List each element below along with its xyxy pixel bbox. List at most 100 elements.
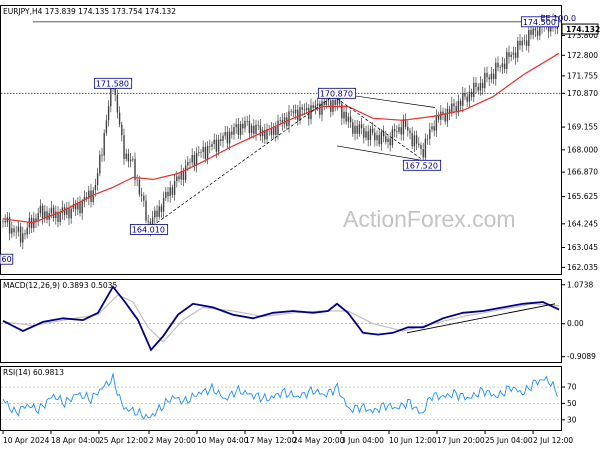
price-bar-body (105, 120, 108, 133)
price-bar-body (506, 52, 508, 69)
price-bar-body (24, 233, 26, 235)
price-bar-body (202, 147, 204, 152)
price-bar-body (107, 106, 110, 121)
price-bar-body (486, 72, 488, 78)
price-bar-body (398, 127, 400, 132)
price-bar-body (248, 121, 251, 134)
price-bar-body (22, 233, 24, 243)
swing-label: EE 100.0 (541, 14, 577, 23)
macd-pane-title: MACD(12,26,9) 0.3893 0.5035 (3, 281, 117, 290)
price-bar-body (266, 129, 268, 140)
swing-label-box (93, 77, 133, 89)
price-bar-body (33, 218, 35, 229)
price-ytick-label: 170.870 (567, 89, 598, 98)
swing-label: 60 (2, 255, 12, 264)
x-tick-label: 25 Apr 12:00 (99, 436, 148, 445)
price-bar-body (15, 231, 17, 233)
price-bar-body (536, 30, 539, 36)
price-bar-body (123, 135, 125, 159)
price-bar-body (297, 109, 299, 121)
price-bar-body (420, 145, 422, 150)
price-bar-body (198, 152, 200, 153)
price-bar-body (63, 207, 66, 215)
price-bar-body (74, 204, 77, 210)
macd-layer: 1.0738 0.00 -0.9089 (1, 280, 596, 361)
price-bar-body (17, 226, 20, 232)
macd-ytick-label: 1.0738 (567, 280, 593, 289)
x-tick-label: 25 Jun 04:00 (485, 436, 533, 445)
price-bar-body (501, 63, 504, 68)
price-bar-body (270, 128, 273, 135)
price-bar-body (200, 151, 202, 153)
price-bar-body (140, 194, 143, 196)
price-bar-body (310, 105, 312, 120)
price-bar-body (376, 135, 378, 141)
price-bar-body (231, 131, 233, 135)
price-bar-body (44, 211, 46, 218)
price-trendline (148, 93, 338, 229)
price-bar-body (143, 195, 145, 201)
price-bar-body (319, 103, 321, 115)
price-bar-body (429, 129, 431, 139)
price-bar-body (151, 217, 154, 231)
price-bar-body (532, 28, 534, 35)
sma-line (2, 52, 560, 224)
price-bar-body (446, 108, 449, 122)
price-trendline (336, 98, 423, 160)
price-bar-body (138, 180, 141, 195)
rsi-layer: 70 50 30 (1, 373, 577, 424)
swing-label-box (402, 159, 442, 171)
price-bar-body (277, 120, 279, 135)
price-bar-body (154, 210, 156, 218)
price-bar-body (68, 207, 70, 219)
price-bar-body (539, 20, 541, 36)
price-bar-body (314, 105, 317, 108)
price-bar-body (52, 207, 55, 219)
last-price-label: 174.132 (566, 25, 600, 34)
price-bar-body (534, 28, 537, 31)
x-tick-label: 10 Apr 2024 (3, 436, 50, 445)
price-bar-body (13, 228, 15, 233)
swing-label-box (129, 224, 169, 235)
price-bar-body (39, 205, 42, 214)
price-bar-body (127, 153, 130, 162)
price-bar-body (19, 226, 22, 243)
price-bar-body (184, 165, 187, 180)
price-bar-body (255, 124, 257, 134)
price-bar-body (88, 190, 90, 199)
price-bar-body (371, 128, 374, 133)
price-bar-body (145, 200, 147, 221)
macd-pane (0, 279, 562, 363)
price-bar-body (415, 135, 418, 144)
price-bar-body (312, 105, 314, 108)
price-bar-body (121, 124, 123, 136)
price-bar-body (209, 146, 211, 147)
price-ytick-label: 165.625 (567, 192, 598, 201)
price-bar-body (35, 218, 37, 222)
swing-label-box (520, 16, 560, 28)
price-bar-body (66, 207, 68, 215)
price-bar-body (61, 207, 64, 214)
price-bar-body (246, 120, 248, 122)
x-tick-label: 2 Jul 12:00 (533, 436, 573, 445)
price-bar-body (521, 40, 523, 46)
price-bar-body (354, 125, 356, 134)
price-bar-body (481, 82, 484, 89)
price-bar-body (204, 147, 207, 159)
price-bar-body (528, 29, 530, 46)
price-bar-body (171, 187, 174, 195)
price-bar-body (338, 98, 341, 104)
price-bar-body (407, 126, 409, 131)
price-bar-body (279, 119, 281, 121)
price-bar-body (510, 54, 512, 57)
price-bar-body (512, 52, 515, 55)
rsi-ytick-label: 70 (567, 383, 577, 392)
price-bar-body (440, 111, 442, 120)
price-bar-body (468, 91, 471, 102)
price-bar-body (292, 111, 295, 114)
price-trendline (336, 145, 436, 164)
price-bar-body (220, 139, 222, 141)
price-bar-body (327, 100, 330, 102)
price-bar-body (475, 82, 477, 87)
price-bar-body (499, 67, 501, 68)
